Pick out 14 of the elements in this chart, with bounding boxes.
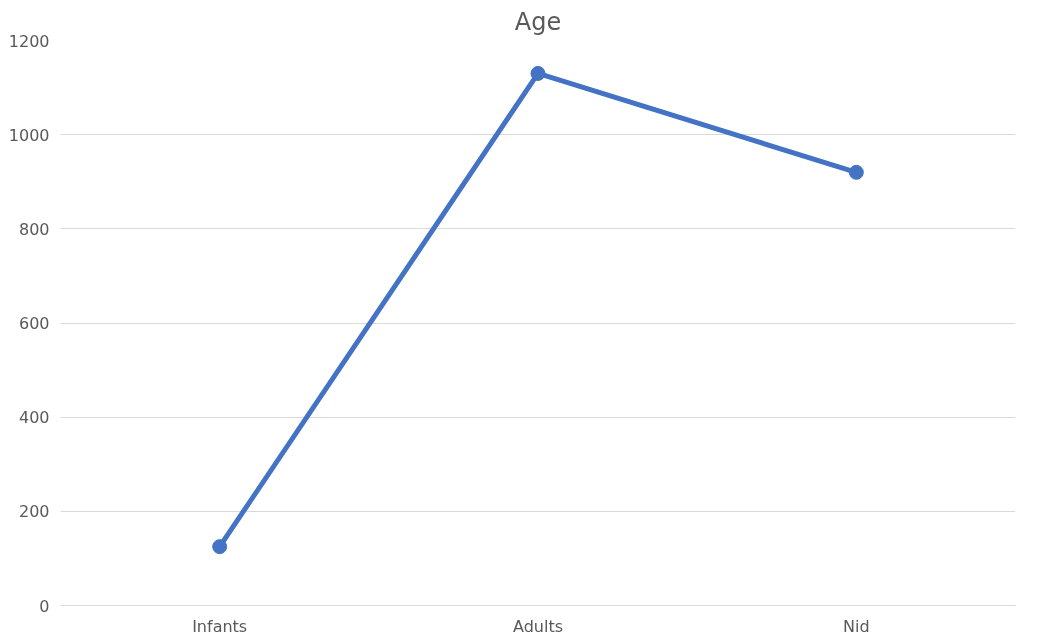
y-tick-label: 0: [39, 596, 50, 616]
y-tick-label: 600: [18, 314, 50, 333]
y-tick-label: 800: [18, 219, 50, 239]
point: [530, 65, 546, 81]
x-tick-label: Nid: [843, 616, 870, 636]
chart-title: Age: [514, 7, 562, 36]
y-tick-label: 1000: [8, 125, 50, 145]
x-tick-label: Infants: [192, 616, 248, 636]
x-tick-label: Adults: [512, 616, 564, 636]
point: [848, 164, 864, 180]
y-tick-label: 200: [18, 502, 50, 522]
y-tick-label: 400: [18, 408, 50, 428]
point: [212, 539, 228, 555]
y-tick-label: 1200: [8, 31, 50, 51]
